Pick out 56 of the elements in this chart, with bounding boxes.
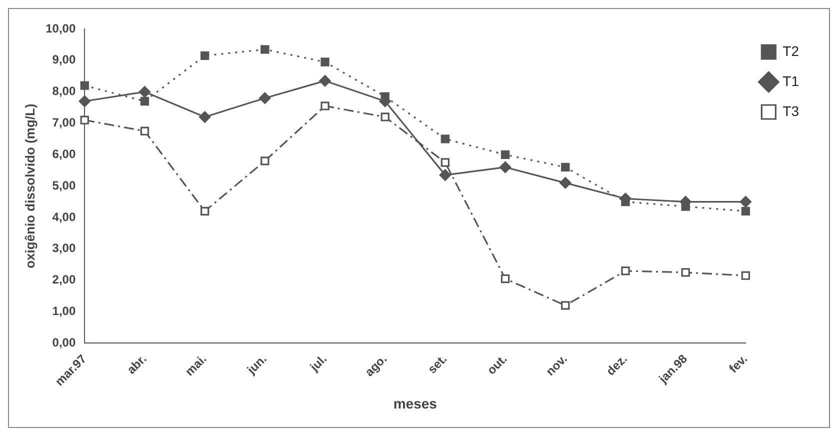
point [439,169,451,181]
point [440,158,450,167]
y-tick-label: 7,00 [52,116,76,130]
point [621,266,630,276]
x-tick-label: jun. [244,352,270,378]
point [740,196,752,208]
point [320,102,330,110]
x-tick-label: dez. [604,352,630,378]
point [200,206,210,216]
legend-label: T2 [782,42,800,59]
point [681,268,690,277]
y-tick-label: 9,00 [52,52,76,67]
point [500,274,510,284]
point [199,111,211,123]
y-tick-label: 6,00 [52,146,76,161]
point [140,96,150,106]
point [259,92,271,104]
y-tick-label: 8,00 [52,84,76,98]
point [140,126,150,136]
point [741,206,750,216]
x-axis-title: meses [393,395,438,412]
point [80,81,89,90]
point [380,112,390,122]
x-tick-label: out. [484,352,510,378]
point [499,161,512,174]
y-tick-label: 3,00 [52,241,76,256]
point [561,162,570,172]
point [561,301,570,310]
point [260,156,270,166]
point [500,150,510,159]
point [138,86,151,98]
point [319,75,331,87]
point [440,134,450,144]
x-tick-label: jul. [306,352,330,375]
legend-label: T1 [782,72,800,89]
x-tick-label: mai. [182,352,210,379]
x-tick-label: fev. [726,352,750,376]
y-tick-label: 2,00 [52,272,76,287]
x-tick-label: ago. [362,352,390,380]
y-tick-label: 1,00 [52,304,76,318]
legend-label: T3 [782,102,800,119]
x-tick-label: nov. [543,352,570,378]
point [80,116,89,124]
x-tick-label: abr. [124,352,150,377]
point [560,177,572,189]
y-axis-title: oxigênio dissolvido (mg/L) [22,104,38,268]
point [741,271,750,280]
point [78,95,90,108]
point [320,58,330,66]
y-tick-label: 4,00 [52,210,76,224]
point [260,45,270,54]
point [200,51,210,60]
y-tick-label: 10,00 [46,21,76,36]
y-tick-label: 5,00 [52,178,76,192]
y-tick-label: 0,00 [52,335,76,350]
x-tick-label: set. [425,352,450,376]
